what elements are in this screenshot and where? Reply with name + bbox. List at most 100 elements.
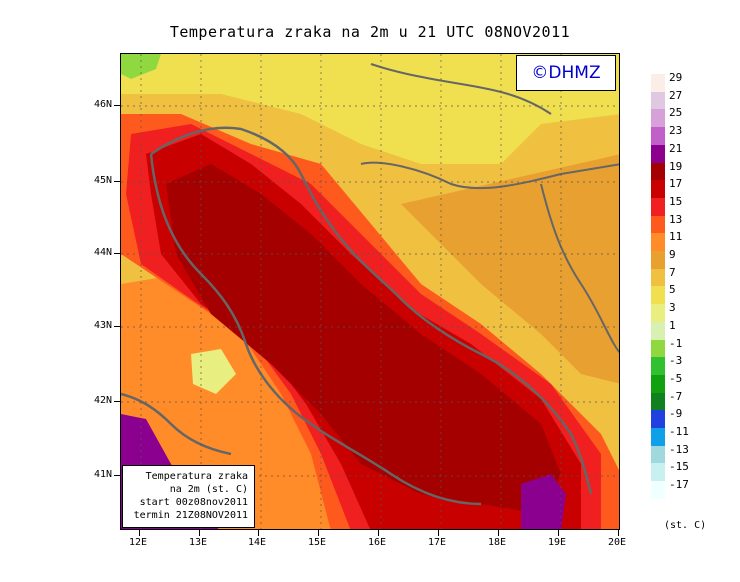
lon-tick [558, 530, 559, 536]
legend-label: 23 [669, 124, 683, 138]
legend-swatch [651, 109, 665, 128]
ionian-purple [521, 474, 566, 529]
legend-label: -5 [669, 371, 683, 385]
lon-label: 17E [428, 537, 447, 548]
lat-tick [114, 253, 120, 254]
legend-label: -13 [669, 442, 689, 456]
legend-label: -17 [669, 478, 689, 492]
lat-tick [114, 475, 120, 476]
lat-label: 42N [94, 395, 113, 406]
lon-tick [318, 530, 319, 536]
info-line-4: termin 21Z08NOV2011 [133, 510, 248, 521]
lon-label: 14E [248, 537, 267, 548]
legend-swatch [651, 127, 665, 146]
legend-label: 29 [669, 71, 683, 84]
legend-swatch [651, 339, 665, 358]
legend-swatch [651, 374, 665, 394]
lat-tick [114, 326, 120, 327]
lat-label: 45N [94, 175, 113, 186]
lon-label: 20E [608, 537, 627, 548]
legend-swatch [651, 445, 665, 464]
lon-tick [139, 530, 140, 536]
legend-unit: (st. C) [664, 520, 707, 531]
legend-label: 5 [669, 283, 676, 297]
lon-label: 12E [129, 537, 148, 548]
lon-tick [199, 530, 200, 536]
legend-swatch [651, 233, 665, 252]
legend-swatch [651, 304, 665, 323]
lon-tick [258, 530, 259, 536]
map-title: Temperatura zraka na 2m u 21 UTC 08NOV20… [169, 23, 571, 41]
graticule [121, 54, 619, 529]
info-line-3: start 00z08nov2011 [139, 497, 248, 508]
lon-label: 19E [548, 537, 567, 548]
legend-label: 1 [669, 318, 676, 332]
legend-label: 21 [669, 141, 683, 155]
legend-label: -3 [669, 354, 683, 368]
dhmz-copyright: ©DHMZ [516, 55, 616, 91]
legend-swatch [651, 91, 665, 110]
legend-swatch [651, 392, 665, 411]
legend-swatch [651, 162, 665, 181]
lon-tick [498, 530, 499, 536]
legend-swatch [651, 428, 665, 447]
legend-swatch [651, 215, 665, 234]
legend-label: -9 [669, 407, 683, 421]
legend-label: 25 [669, 106, 683, 120]
lon-label: 15E [308, 537, 327, 548]
legend-label: 19 [669, 159, 683, 173]
border-line-east [540, 183, 619, 354]
legend-swatch [651, 180, 665, 199]
info-line-2: na 2m (st. C) [169, 484, 248, 495]
lon-tick [378, 530, 379, 536]
legend-label: 3 [669, 301, 676, 315]
legend-label: 17 [669, 177, 683, 191]
apennine-cool-patch [191, 349, 236, 394]
legend-label: 15 [669, 194, 683, 208]
legend-label: 13 [669, 212, 683, 226]
legend-swatch [651, 251, 665, 270]
legend-label: 7 [669, 265, 676, 279]
lat-label: 44N [94, 247, 113, 258]
lon-tick [438, 530, 439, 536]
info-box: Temperatura zraka na 2m (st. C) start 00… [122, 465, 255, 528]
legend-swatch [651, 286, 665, 305]
lat-label: 43N [94, 320, 113, 331]
legend-label: -11 [669, 425, 689, 438]
legend-swatch [651, 197, 665, 217]
temperature-map[interactable] [120, 53, 620, 530]
legend-swatch [651, 481, 665, 500]
legend-label: 27 [669, 88, 683, 102]
lat-label: 41N [94, 469, 113, 480]
legend-swatch [651, 74, 665, 93]
legend-label: -15 [669, 460, 689, 474]
legend-swatch [651, 144, 665, 163]
border-line-north [360, 161, 619, 190]
italian-coastline [149, 153, 482, 506]
legend-swatch [651, 463, 665, 482]
lat-tick [114, 181, 120, 182]
legend-swatch [651, 321, 665, 340]
lat-label: 46N [94, 99, 113, 110]
legend-swatch [651, 357, 665, 376]
legend-label: 11 [669, 230, 683, 244]
lon-label: 16E [368, 537, 387, 548]
legend-swatch [651, 410, 665, 429]
lon-label: 18E [488, 537, 507, 548]
legend-swatch [651, 268, 665, 287]
lon-tick [618, 530, 619, 536]
legend-label: 9 [669, 248, 676, 261]
croatian-coastline [150, 126, 593, 495]
gargano-coastline [121, 392, 232, 456]
lat-tick [114, 401, 120, 402]
border-line-top [370, 63, 552, 115]
legend-label: -1 [669, 336, 683, 350]
legend-label: -7 [669, 389, 683, 403]
map-canvas [121, 54, 619, 529]
lat-tick [114, 105, 120, 106]
info-line-1: Temperatura zraka [145, 471, 248, 482]
northern-cool-zone [121, 54, 619, 164]
lon-label: 13E [189, 537, 208, 548]
adriatic-core [166, 164, 561, 514]
eastern-warm-zone [401, 154, 619, 384]
